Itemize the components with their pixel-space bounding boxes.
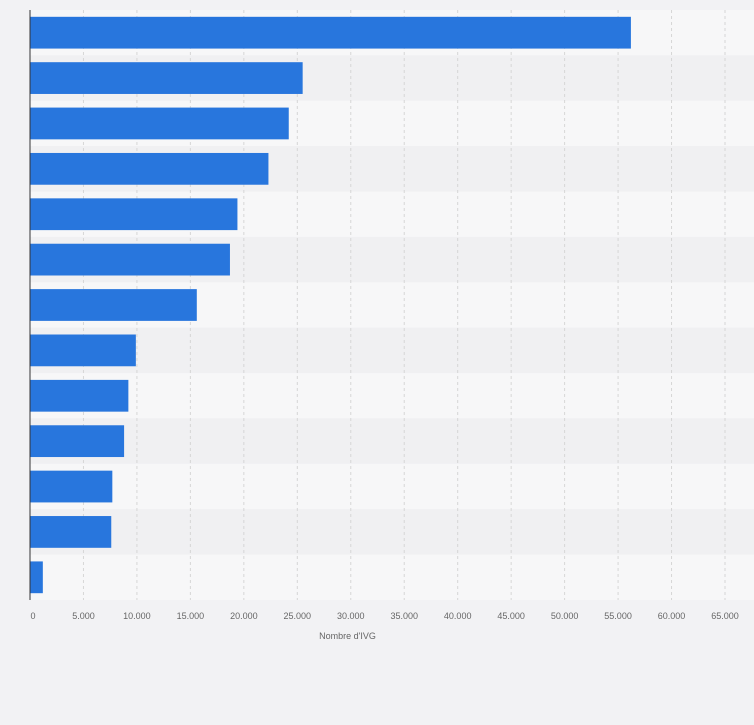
row-band — [30, 327, 754, 374]
bar — [30, 470, 113, 503]
x-tick-label: 65.000 — [711, 611, 739, 621]
bar — [30, 62, 303, 94]
x-tick-label: 20.000 — [230, 611, 258, 621]
bar — [30, 379, 129, 412]
x-tick-label: 10.000 — [123, 611, 151, 621]
bar — [30, 425, 125, 458]
row-band — [30, 554, 754, 600]
x-tick-label: 35.000 — [390, 611, 418, 621]
x-tick-label: 40.000 — [444, 611, 472, 621]
x-tick-label: 25.000 — [284, 611, 312, 621]
row-band — [30, 418, 754, 464]
bar — [30, 561, 43, 594]
x-tick-label: 0 — [30, 611, 35, 621]
row-band — [30, 373, 754, 419]
row-band — [30, 463, 754, 510]
x-tick-label: 15.000 — [177, 611, 205, 621]
x-tick-label: 30.000 — [337, 611, 365, 621]
bar — [30, 334, 136, 367]
x-tick-labels: 0 5.000 10.000 15.000 20.000 25.000 30.000 35.0… — [30, 611, 738, 621]
x-tick-label: 60.000 — [658, 611, 686, 621]
x-tick-label: 45.000 — [497, 611, 525, 621]
bar — [30, 516, 112, 548]
bar — [30, 107, 289, 140]
bar — [30, 198, 238, 231]
bars — [30, 16, 631, 594]
bar — [30, 152, 269, 185]
bar — [30, 289, 197, 321]
x-tick-label: 50.000 — [551, 611, 579, 621]
x-tick-label: 55.000 — [604, 611, 632, 621]
bar — [30, 243, 230, 276]
row-band — [30, 509, 754, 555]
bar — [30, 16, 631, 49]
x-tick-label: 5.000 — [72, 611, 95, 621]
x-axis-label: Nombre d'IVG — [319, 631, 376, 641]
